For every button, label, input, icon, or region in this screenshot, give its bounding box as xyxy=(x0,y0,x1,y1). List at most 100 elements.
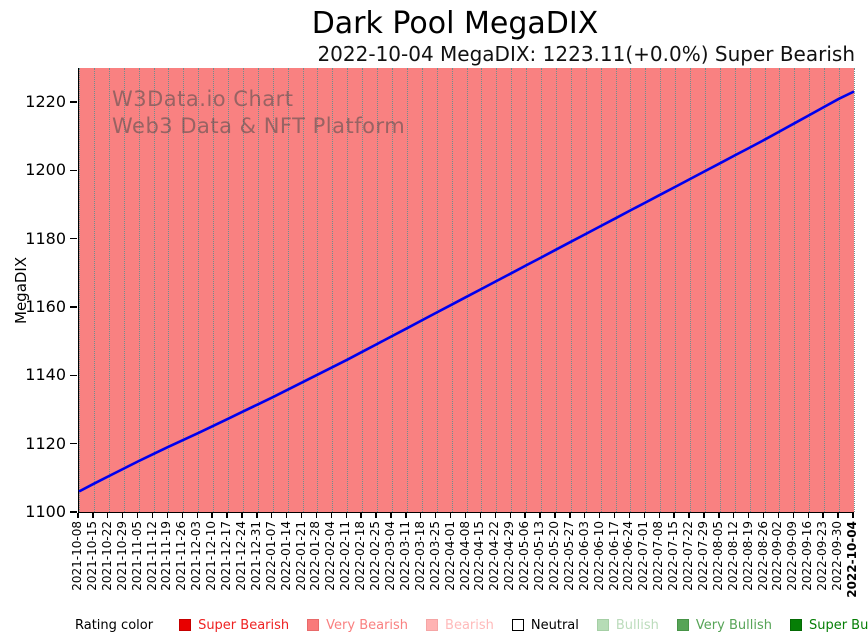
legend-item-label: Bullish xyxy=(615,617,659,633)
x-tick-mark xyxy=(554,513,556,518)
legend-swatch-icon xyxy=(789,619,802,631)
megadix-line-chart xyxy=(78,90,855,493)
x-tick-label: 2022-10-04 xyxy=(845,521,859,598)
x-tick-mark xyxy=(122,513,124,518)
x-tick-label: 2022-04-22 xyxy=(487,521,502,591)
legend-item-bullish: Bullish xyxy=(596,617,659,633)
gridline xyxy=(839,68,841,512)
x-tick-label: 2021-11-26 xyxy=(174,521,189,591)
gridline xyxy=(93,68,95,512)
gridline xyxy=(317,68,319,512)
x-tick-label: 2022-03-11 xyxy=(397,521,412,591)
gridline xyxy=(779,68,781,512)
x-tick-mark xyxy=(211,513,213,518)
legend: Rating color Super Bearish Very Bearish Be… xyxy=(75,614,868,636)
gridline xyxy=(362,68,364,512)
x-tick-label: 2022-07-08 xyxy=(651,521,666,591)
gridline xyxy=(854,68,855,512)
x-tick-label: 2021-10-15 xyxy=(84,521,99,591)
x-tick-mark xyxy=(315,513,318,518)
x-tick-mark xyxy=(434,513,437,518)
x-tick-mark xyxy=(628,513,631,518)
x-tick-mark xyxy=(733,513,735,518)
x-tick-mark xyxy=(151,513,154,518)
x-tick-mark xyxy=(330,513,333,518)
gridline xyxy=(451,68,453,512)
x-tick-mark xyxy=(777,513,780,518)
x-tick-mark xyxy=(166,513,169,518)
gridline xyxy=(391,68,393,512)
watermark-line1: W3Data.io Chart xyxy=(112,87,294,111)
gridline xyxy=(228,68,230,512)
x-tick-label: 2022-05-20 xyxy=(546,521,561,591)
x-tick-mark xyxy=(524,513,526,518)
x-tick-label: 2021-10-08 xyxy=(70,521,84,591)
megadix-series-line xyxy=(78,90,855,493)
x-tick-label: 2022-05-13 xyxy=(532,521,547,591)
gridline xyxy=(347,68,349,512)
x-tick-mark xyxy=(241,513,243,518)
gridline xyxy=(794,68,796,512)
x-tick-label: 2021-11-05 xyxy=(129,521,144,591)
gridline xyxy=(719,68,721,512)
y-tick-mark xyxy=(70,238,77,240)
x-tick-mark xyxy=(420,513,422,518)
gridline xyxy=(690,68,692,512)
gridline xyxy=(213,68,215,512)
x-tick-mark xyxy=(494,513,496,518)
x-tick-mark xyxy=(703,513,705,518)
legend-item-super-bullish: Super Bullish xyxy=(789,617,868,633)
x-tick-label: 2022-06-24 xyxy=(621,521,636,591)
gridline xyxy=(183,68,185,512)
x-tick-mark xyxy=(107,513,109,518)
x-tick-label: 2021-10-29 xyxy=(114,521,129,591)
legend-item-label: Super Bearish xyxy=(198,617,290,633)
gridline xyxy=(421,68,423,512)
legend-swatch-icon xyxy=(596,619,609,631)
x-tick-mark xyxy=(822,513,824,518)
x-tick-label: 2022-02-11 xyxy=(338,521,353,591)
legend-item-label: Very Bearish xyxy=(326,617,409,633)
x-tick-label: 2021-12-31 xyxy=(248,521,263,591)
gridline xyxy=(615,68,617,512)
gridline xyxy=(555,68,557,512)
gridline xyxy=(138,68,140,512)
x-tick-label: 2022-02-18 xyxy=(353,521,368,591)
x-tick-mark xyxy=(479,513,482,518)
y-tick-mark xyxy=(70,442,77,445)
x-tick-label: 2022-01-14 xyxy=(278,521,293,591)
legend-item-very-bullish: Very Bullish xyxy=(676,617,772,633)
x-tick-label: 2022-08-19 xyxy=(740,521,755,591)
x-tick-label: 2022-06-17 xyxy=(606,521,621,591)
legend-item-very-bearish: Very Bearish xyxy=(307,618,408,633)
legend-item-neutral: Neutral xyxy=(511,618,579,633)
y-tick-label: 1140 xyxy=(25,365,66,385)
x-tick-label: 2022-07-29 xyxy=(695,521,710,591)
gridline xyxy=(734,68,736,512)
legend-item-label: Very Bullish xyxy=(695,617,772,633)
y-tick-label: 1220 xyxy=(25,92,66,112)
gridline xyxy=(79,68,80,512)
legend-item-label: Bearish xyxy=(445,617,494,633)
gridline xyxy=(645,68,647,512)
x-tick-label: 2021-12-24 xyxy=(233,521,248,591)
y-tick-label: 1200 xyxy=(25,160,66,180)
x-tick-label: 2021-12-17 xyxy=(219,521,234,591)
legend-swatch-icon xyxy=(179,619,192,631)
x-tick-label: 2022-03-18 xyxy=(412,521,427,591)
gridline xyxy=(302,68,304,512)
gridline xyxy=(108,68,110,512)
x-tick-label: 2022-04-29 xyxy=(502,521,517,591)
x-tick-mark xyxy=(360,513,362,518)
gridline xyxy=(153,68,155,512)
x-tick-mark xyxy=(852,513,854,518)
x-tick-mark xyxy=(837,513,839,518)
gridline xyxy=(406,68,408,512)
y-tick-mark xyxy=(70,169,77,172)
gridline xyxy=(123,68,125,512)
x-tick-mark xyxy=(718,513,720,518)
x-tick-mark xyxy=(584,513,586,518)
x-tick-mark xyxy=(390,513,392,518)
x-tick-label: 2022-05-27 xyxy=(561,521,576,591)
legend-item-label: Super Bullish xyxy=(808,617,868,633)
